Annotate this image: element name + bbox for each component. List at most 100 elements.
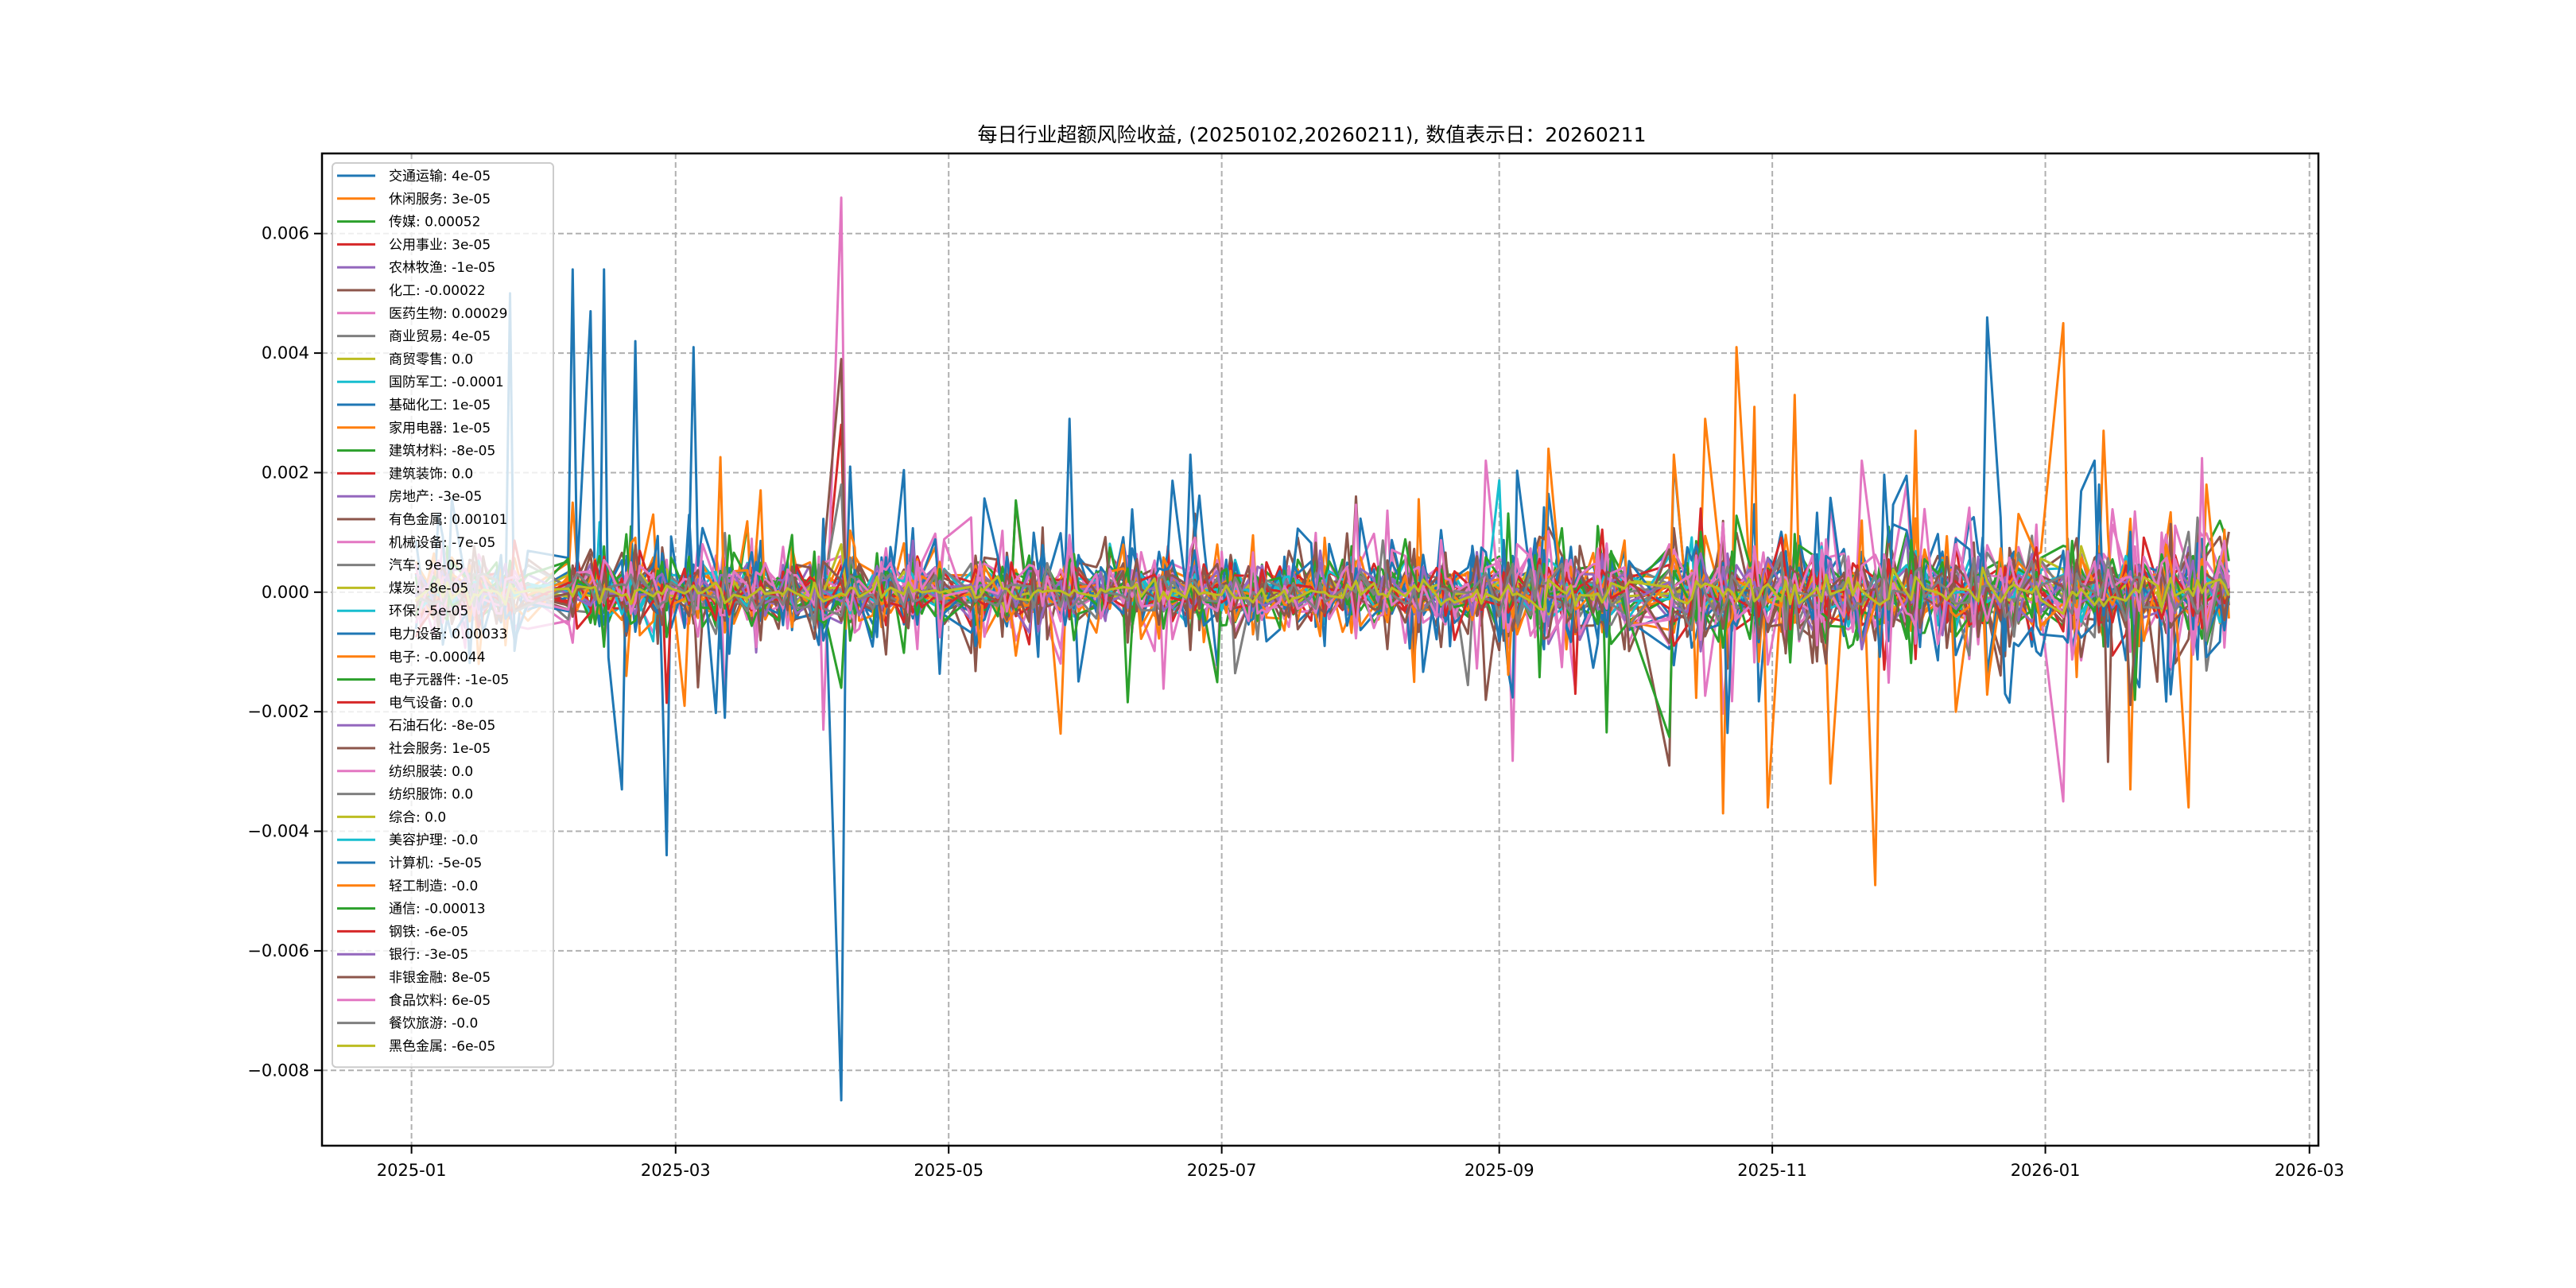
y-tick-label: −0.008	[247, 1061, 309, 1080]
legend-item: 纺织服装: 0.0	[337, 764, 473, 780]
legend-item: 公用事业: 3e-05	[337, 237, 491, 253]
axis-ticks: 2025-01 2025-03 2025-05 2025-07 2025-09 2025-…	[247, 224, 2344, 1180]
series-line-36	[414, 456, 2230, 684]
legend-item: 农林牧渔: -1e-05	[337, 260, 495, 276]
legend-item: 商贸零售: 0.0	[337, 351, 473, 367]
legend-label: 商贸零售: 0.0	[389, 351, 473, 367]
x-tick-label: 2025-07	[1187, 1161, 1257, 1180]
legend-box	[332, 162, 554, 1069]
legend-label: 钢铁: -6e-05	[389, 924, 468, 940]
legend-item: 银行: -3e-05	[337, 947, 468, 963]
legend-label: 轻工制造: -0.0	[389, 879, 478, 894]
legend-label: 电子元器件: -1e-05	[389, 673, 509, 689]
legend-label: 交通运输: 4e-05	[389, 169, 491, 184]
chart-title: 每日行业超额风险收益, (20250102,20260211), 数值表示日：2…	[978, 123, 1647, 146]
legend-item: 钢铁: -6e-05	[337, 924, 468, 940]
y-tick-label: −0.004	[247, 822, 309, 841]
axes-frame	[320, 152, 2320, 1147]
legend-item: 房地产: -3e-05	[337, 489, 482, 505]
legend-item: 电力设备: 0.00033	[337, 627, 507, 642]
y-tick-label: −0.006	[247, 941, 309, 960]
legend-item: 电子元器件: -1e-05	[337, 673, 509, 689]
legend-item: 交通运输: 4e-05	[337, 169, 491, 184]
legend-label: 非银金融: 8e-05	[389, 970, 491, 986]
legend-label: 基础化工: 1e-05	[389, 398, 491, 413]
legend-item: 非银金融: 8e-05	[337, 970, 491, 986]
legend-item: 建筑材料: -8e-05	[337, 444, 495, 460]
legend-label: 有色金属: 0.00101	[389, 512, 507, 528]
legend-label: 化工: -0.00022	[389, 283, 486, 299]
legend-label: 传媒: 0.00052	[389, 215, 480, 231]
legend-label: 石油石化: -8e-05	[389, 718, 495, 734]
legend-label: 休闲服务: 3e-05	[389, 192, 491, 208]
legend-label: 纺织服装: 0.0	[389, 764, 473, 780]
legend-label: 食品饮料: 6e-05	[389, 993, 491, 1009]
legend-label: 纺织服饰: 0.0	[389, 787, 473, 803]
series-lines	[414, 196, 2230, 1102]
legend-item: 食品饮料: 6e-05	[337, 993, 491, 1009]
legend-item: 机械设备: -7e-05	[337, 535, 495, 551]
x-tick-label: 2026-01	[2011, 1161, 2081, 1180]
y-tick-label: 0.002	[262, 463, 309, 482]
legend-item: 社会服务: 1e-05	[337, 741, 491, 757]
legend-label: 房地产: -3e-05	[389, 489, 482, 505]
legend-label: 农林牧渔: -1e-05	[389, 260, 495, 276]
legend-label: 计算机: -5e-05	[389, 855, 482, 871]
legend-item: 通信: -0.00013	[337, 902, 486, 918]
legend-item: 传媒: 0.00052	[337, 215, 480, 231]
legend-label: 环保: -5e-05	[389, 603, 468, 619]
legend-item: 电气设备: 0.0	[337, 695, 473, 711]
legend-item: 家用电器: 1e-05	[337, 421, 491, 436]
legend-label: 社会服务: 1e-05	[389, 741, 491, 757]
series-line-38	[415, 566, 2230, 615]
legend-label: 电气设备: 0.0	[389, 695, 473, 711]
x-tick-label: 2026-03	[2275, 1161, 2345, 1180]
legend-label: 美容护理: -0.0	[389, 832, 478, 848]
legend-label: 餐饮旅游: -0.0	[389, 1016, 478, 1032]
x-tick-label: 2025-05	[914, 1161, 983, 1180]
legend-label: 电力设备: 0.00033	[389, 627, 507, 642]
legend-label: 建筑材料: -8e-05	[389, 444, 495, 460]
legend-item: 计算机: -5e-05	[337, 855, 482, 871]
y-tick-label: 0.000	[262, 583, 309, 602]
legend-label: 商业贸易: 4e-05	[389, 329, 491, 345]
legend-item: 建筑装饰: 0.0	[337, 466, 473, 482]
legend-label: 建筑装饰: 0.0	[389, 466, 473, 482]
legend-item: 汽车: 9e-05	[337, 558, 464, 574]
x-tick-label: 2025-09	[1465, 1161, 1534, 1180]
legend-item: 商业贸易: 4e-05	[337, 329, 491, 345]
x-tick-label: 2025-01	[377, 1161, 447, 1180]
gridlines	[322, 153, 2318, 1146]
legend-item: 纺织服饰: 0.0	[337, 787, 473, 803]
legend-label: 电子: -0.00044	[389, 650, 486, 665]
series-line-37	[414, 539, 2230, 642]
legend: 交通运输: 4e-05 休闲服务: 3e-05 传媒: 0.00052 公用事业: 3…	[332, 162, 554, 1069]
legend-item: 餐饮旅游: -0.0	[337, 1016, 478, 1032]
legend-label: 公用事业: 3e-05	[389, 237, 491, 253]
legend-label: 医药生物: 0.00029	[389, 306, 507, 322]
legend-item: 医药生物: 0.00029	[337, 306, 507, 322]
legend-item: 美容护理: -0.0	[337, 832, 478, 848]
x-tick-label: 2025-03	[641, 1161, 711, 1180]
legend-item: 煤炭: -8e-05	[337, 580, 468, 596]
legend-item: 综合: 0.0	[337, 809, 446, 825]
legend-label: 国防军工: -0.0001	[389, 374, 504, 390]
legend-label: 通信: -0.00013	[389, 902, 486, 918]
legend-item: 石油石化: -8e-05	[337, 718, 495, 734]
legend-item: 轻工制造: -0.0	[337, 879, 478, 894]
legend-item: 国防军工: -0.0001	[337, 374, 504, 390]
legend-item: 黑色金属: -6e-05	[337, 1038, 495, 1054]
legend-item: 有色金属: 0.00101	[337, 512, 507, 528]
legend-item: 环保: -5e-05	[337, 603, 468, 619]
legend-item: 电子: -0.00044	[337, 650, 486, 665]
legend-label: 综合: 0.0	[389, 809, 446, 825]
y-tick-label: −0.002	[247, 702, 309, 721]
legend-label: 银行: -3e-05	[389, 947, 468, 963]
legend-label: 家用电器: 1e-05	[389, 421, 491, 436]
legend-label: 机械设备: -7e-05	[389, 535, 495, 551]
y-tick-label: 0.006	[262, 224, 309, 243]
legend-label: 汽车: 9e-05	[389, 558, 464, 574]
legend-item: 化工: -0.00022	[337, 283, 486, 299]
legend-item: 休闲服务: 3e-05	[337, 192, 491, 208]
